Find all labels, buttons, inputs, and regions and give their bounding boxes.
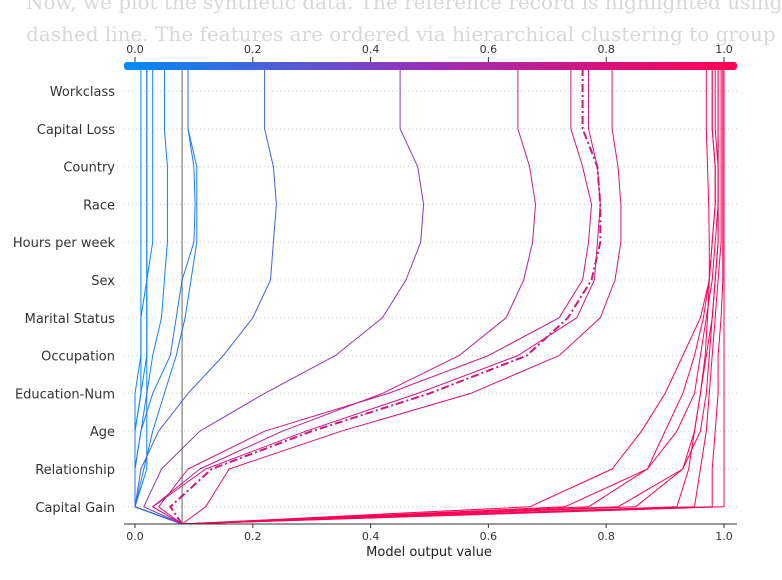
feature-label: Workclass	[50, 85, 115, 100]
series-line	[158, 68, 592, 525]
background-paragraph-line-2: dashed line. The features are ordered vi…	[26, 22, 776, 46]
x-tick-label: 0.8	[597, 530, 615, 543]
feature-label: Country	[63, 161, 115, 176]
x-tick-label: 0.2	[244, 530, 262, 543]
x-tick-label: 0.4	[362, 530, 380, 543]
x-tick-label: 0.0	[126, 530, 144, 543]
feature-label: Capital Gain	[35, 501, 115, 516]
feature-label: Sex	[91, 274, 115, 289]
top-tick-label: 1.0	[715, 43, 733, 56]
top-tick-label: 0.8	[597, 43, 615, 56]
feature-labels: Workclass Capital Loss Country Race Hours pe…	[13, 85, 116, 516]
feature-label: Age	[90, 425, 115, 440]
color-bar: 0.0 0.2 0.4 0.6 0.8 1.0	[124, 43, 737, 70]
series-line	[182, 68, 710, 525]
series-line	[134, 68, 196, 525]
series-line	[152, 68, 536, 525]
background-paragraph-line-1: Now, we plot the synthetic data. The ref…	[26, 0, 782, 14]
series-line	[152, 68, 601, 525]
feature-label: Occupation	[41, 350, 115, 365]
series-lines	[134, 68, 725, 525]
series-line	[182, 68, 716, 525]
feature-label: Marital Status	[25, 312, 116, 327]
series-line	[182, 68, 716, 525]
series-line	[182, 68, 725, 525]
series-line	[134, 68, 198, 525]
top-tick-label: 0.6	[480, 43, 498, 56]
top-tick-label: 0.2	[244, 43, 262, 56]
x-tick-label: 1.0	[715, 530, 733, 543]
grid-lines	[124, 90, 737, 508]
feature-label: Education-Num	[15, 387, 115, 402]
series-line	[143, 68, 425, 525]
x-tick-label: 0.6	[480, 530, 498, 543]
series-line	[134, 68, 277, 525]
x-axis: 0.0 0.2 0.4 0.6 0.8 1.0	[124, 523, 737, 543]
feature-label: Capital Loss	[37, 123, 115, 138]
series-line	[182, 68, 724, 525]
highlighted-series-line	[169, 68, 602, 525]
feature-label: Hours per week	[13, 236, 116, 251]
top-tick-label: 0.0	[126, 43, 144, 56]
x-axis-title: Model output value	[366, 545, 492, 560]
series-line	[182, 68, 722, 525]
series-line	[181, 68, 622, 525]
top-tick-label: 0.4	[362, 43, 380, 56]
feature-label: Race	[83, 198, 115, 213]
feature-label: Relationship	[35, 463, 115, 478]
color-bar-gradient	[124, 62, 737, 70]
